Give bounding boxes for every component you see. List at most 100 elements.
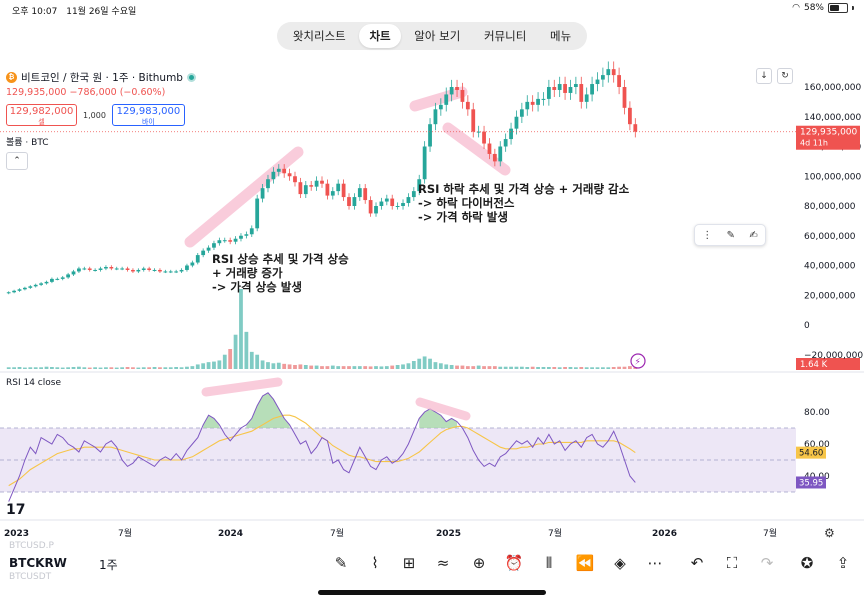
tradingview-logo: 17	[6, 502, 25, 518]
pen-icon[interactable]: ✎	[334, 554, 348, 572]
annotation-line: -> 하락 다이버전스	[418, 196, 515, 210]
volume-bar	[60, 367, 65, 369]
candle-body	[374, 206, 378, 214]
candle-body	[217, 240, 222, 244]
volume-bar	[611, 367, 616, 369]
volume-bar	[476, 365, 481, 369]
tab-3[interactable]: 커뮤니티	[483, 29, 527, 43]
volume-bar	[309, 365, 314, 369]
home-indicator	[318, 590, 546, 595]
tab-0[interactable]: 왓치리스트	[292, 29, 346, 43]
replay-icon[interactable]: ⏪	[575, 554, 595, 572]
settings-gear-icon[interactable]: ⚙	[824, 526, 835, 540]
price-tick-label: −20,000,000	[804, 351, 863, 361]
refresh-button[interactable]: ↻	[777, 68, 793, 84]
symbol-title-row[interactable]: ₿ 비트코인 / 한국 원 · 1주 · Bithumb	[6, 70, 196, 85]
volume-bar	[28, 367, 33, 369]
spread-value: 1,000	[83, 110, 106, 120]
sell-label: 셀	[38, 118, 45, 126]
volume-bar	[595, 367, 600, 369]
status-date: 11월 26일 수요일	[66, 7, 137, 17]
sell-button[interactable]: 129,982,000 셀	[6, 104, 77, 126]
download-button[interactable]: ↓	[756, 68, 772, 84]
volume-bar	[438, 363, 443, 369]
volume-bar	[206, 362, 211, 369]
volume-bar	[185, 366, 189, 369]
price-tick-label: 80,000,000	[804, 202, 856, 212]
volume-bar	[590, 367, 594, 369]
volume-bar	[401, 364, 405, 369]
volume-bar	[39, 367, 44, 369]
indicators-icon[interactable]: ⌇	[371, 554, 379, 572]
candle-body	[298, 182, 303, 195]
layers-icon[interactable]: ◈	[614, 554, 626, 572]
share-icon[interactable]: ⇪	[836, 554, 850, 572]
volume-bar	[244, 331, 249, 369]
candle-type-icon[interactable]: ⫴	[545, 554, 553, 572]
collapse-legend-button[interactable]: ⌃	[6, 152, 28, 170]
candle-body	[17, 289, 22, 291]
candle-body	[309, 185, 314, 187]
templates-icon[interactable]: ⊞	[402, 554, 416, 572]
idea-icon[interactable]: ✪	[800, 554, 814, 572]
highlight-stroke	[442, 122, 511, 176]
bid-ask-panel: 129,982,000 셀 1,000 129,983,000 바이	[6, 104, 185, 126]
volume-bar	[384, 366, 389, 369]
annotation-bearish-divergence: RSI 하락 추세 및 가격 상승 + 거래량 감소 -> 하락 다이버전스 -…	[418, 182, 629, 224]
volume-bar	[541, 367, 546, 369]
candle-body	[422, 146, 427, 180]
chevron-up-icon: ⌃	[13, 156, 21, 166]
volume-bar	[23, 367, 27, 369]
tab-4[interactable]: 메뉴	[549, 29, 572, 43]
add-icon[interactable]: ⊕	[472, 554, 486, 572]
candle-body	[239, 235, 243, 239]
volume-legend[interactable]: 볼륨 · BTC	[6, 138, 49, 148]
tab-2[interactable]: 알아 보기	[414, 29, 461, 43]
x-tick-label: 2026	[652, 529, 677, 539]
candle-body	[401, 203, 405, 206]
tab-1[interactable]: 차트	[359, 24, 401, 48]
volume-bar	[347, 366, 351, 369]
rsi-legend[interactable]: RSI 14 close	[6, 378, 61, 388]
price-tick-label: 160,000,000	[804, 83, 862, 93]
candle-body	[228, 240, 233, 242]
annotation-line: -> 가격 하락 발생	[418, 210, 508, 224]
volume-bar	[287, 364, 292, 369]
drawings-icon[interactable]: ≈	[436, 554, 450, 572]
volume-bar	[104, 367, 108, 369]
volume-bar	[536, 367, 540, 369]
volume-bar	[163, 367, 168, 369]
volume-bar	[266, 362, 270, 369]
ticker-button[interactable]: BTCKRW	[9, 556, 67, 570]
lightning-icon[interactable]	[630, 353, 646, 369]
candle-body	[93, 269, 98, 271]
brush-icon[interactable]: ✎	[726, 229, 735, 241]
highlighter-icon[interactable]: ✍	[749, 229, 758, 241]
candle-body	[498, 146, 503, 162]
candle-body	[39, 283, 44, 285]
redo-icon[interactable]: ↷	[760, 554, 774, 572]
volume-bar	[395, 365, 400, 369]
volume-bar	[444, 364, 449, 369]
undo-icon[interactable]: ↶	[690, 554, 704, 572]
fullscreen-icon[interactable]: ⛶	[726, 554, 738, 572]
candle-body	[44, 281, 49, 284]
candle-body	[568, 87, 573, 93]
volume-bar	[255, 354, 260, 369]
volume-bar	[509, 366, 513, 369]
price-chart[interactable]: 1.64 K⚡ 160,000,000140,000,000120,000,00…	[0, 0, 864, 540]
interval-button[interactable]: 1주	[99, 558, 118, 572]
more-icon[interactable]: ⋯	[647, 554, 663, 572]
volume-bar	[120, 367, 125, 369]
candle-body	[174, 271, 179, 273]
alert-icon[interactable]: ⏰	[504, 554, 524, 572]
volume-bar	[357, 366, 362, 369]
candle-body	[336, 183, 341, 192]
annotation-line: RSI 상승 추세 및 가격 상승	[212, 252, 349, 266]
volume-bar	[530, 366, 535, 369]
buy-button[interactable]: 129,983,000 바이	[111, 104, 185, 126]
candle-body	[584, 94, 589, 102]
volume-bar	[228, 349, 233, 369]
market-open-icon	[186, 73, 196, 82]
drag-handle-icon[interactable]: ⋮	[702, 229, 713, 241]
